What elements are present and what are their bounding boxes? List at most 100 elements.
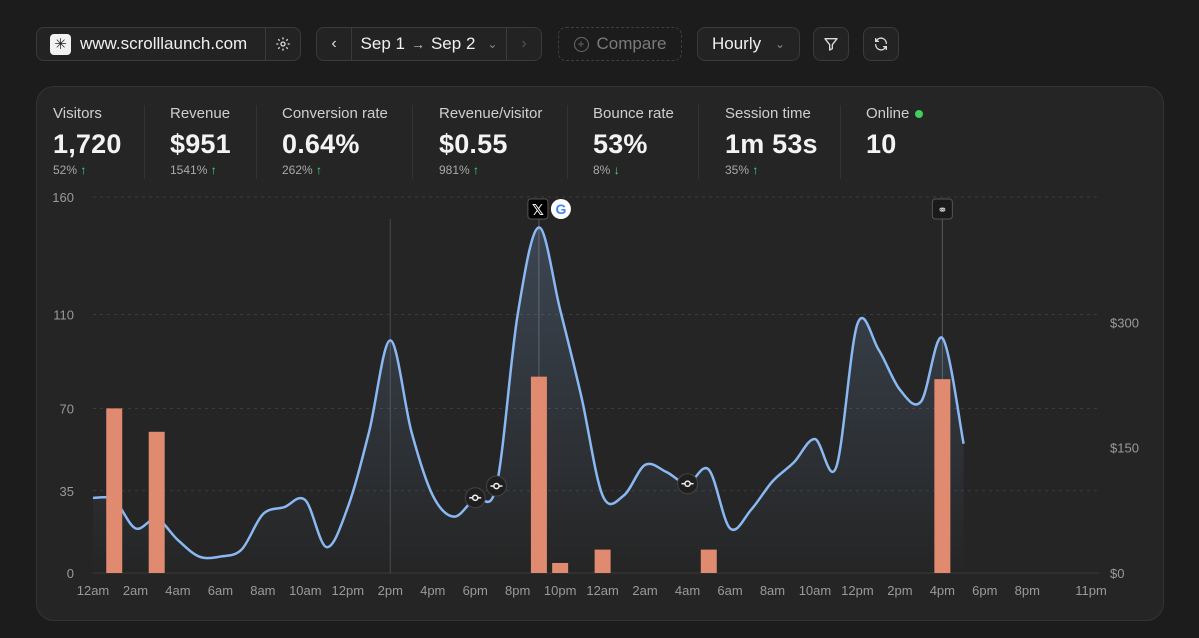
x-axis-tick: 8am (250, 583, 275, 598)
site-selector[interactable]: ✳ www.scrolllaunch.com (36, 27, 301, 61)
metric-revenue[interactable]: Revenue $951 1541% ↑ (170, 105, 231, 177)
metric-value: 10 (866, 129, 897, 159)
toolbar: ✳ www.scrolllaunch.com ‹ Sep 1 → Sep 2 ⌄… (0, 0, 1199, 90)
plus-circle-icon: + (573, 36, 589, 52)
revenue-bar (552, 562, 569, 573)
revenue-bar (594, 549, 611, 573)
metric-value: 0.64% (282, 129, 360, 159)
date-arrow: → (410, 36, 425, 52)
y-axis-left-tick: 35 (60, 484, 74, 499)
google-logo-glyph: G (555, 201, 566, 217)
revenue-bar (934, 379, 951, 573)
link-icon-glyph: ⚭ (937, 203, 947, 217)
date-range-dropdown[interactable]: Sep 1 → Sep 2 ⌄ (352, 34, 506, 54)
y-axis-left-tick: 0 (67, 566, 74, 581)
divider (144, 105, 145, 179)
interval-dropdown[interactable]: Hourly ⌄ (697, 27, 800, 61)
metric-online[interactable]: Online 10 (866, 105, 924, 160)
revenue-bar (530, 376, 547, 573)
metric-value: 1,720 (53, 129, 122, 159)
change-value: 981% (439, 163, 470, 177)
divider (256, 105, 257, 179)
commit-icon-dot (684, 480, 691, 488)
metric-label: Visitors (53, 105, 102, 122)
metric-visitors[interactable]: Visitors 1,720 52% ↑ (53, 105, 122, 177)
arrow-up-icon: ↑ (752, 163, 759, 177)
x-axis-tick: 6pm (972, 583, 997, 598)
x-axis-tick: 8am (760, 583, 785, 598)
y-axis-left-tick: 110 (53, 308, 74, 323)
y-axis-right-tick: $300 (1110, 315, 1139, 330)
chevron-down-icon: ⌄ (774, 37, 785, 51)
divider (698, 105, 699, 179)
metric-change: 1541% ↑ (170, 163, 231, 177)
divider (567, 105, 568, 179)
x-axis-tick: 2am (123, 583, 148, 598)
x-axis-tick: 4pm (420, 583, 445, 598)
revenue-bar (148, 431, 165, 573)
metric-label: Session time (725, 105, 811, 122)
x-axis-tick: 8pm (1015, 583, 1040, 598)
arrow-up-icon: ↑ (316, 163, 323, 177)
x-logo-icon (527, 198, 549, 220)
x-logo-glyph: 𝕏 (532, 202, 544, 219)
arrow-up-icon: ↑ (210, 163, 217, 177)
change-value: 8% (593, 163, 611, 177)
online-status-icon (915, 109, 924, 118)
metric-label: Revenue/visitor (439, 105, 543, 122)
metric-label: Bounce rate (593, 105, 674, 122)
filter-icon (824, 38, 838, 51)
divider (412, 105, 413, 179)
date-end: Sep 2 (430, 34, 476, 53)
analytics-card: Visitors 1,720 52% ↑ Revenue $951 1541% … (36, 86, 1164, 621)
link-icon (931, 198, 953, 220)
metric-change: 981% ↑ (439, 163, 542, 177)
revenue-bar (106, 408, 123, 573)
y-axis-left-tick: 70 (60, 402, 74, 417)
change-value: 35% (725, 163, 750, 177)
revenue-bar (700, 549, 717, 573)
metric-change: 52% ↑ (53, 163, 122, 177)
visitors-revenue-chart[interactable]: 0 35 70 110 160 $0 $150 $300 12am 2am 4am 6am 8am 10a… (37, 190, 1165, 622)
previous-period-button[interactable]: ‹ (317, 27, 352, 61)
next-period-button[interactable]: › (506, 27, 541, 61)
x-axis-tick: 6am (208, 583, 233, 598)
metric-bounce-rate[interactable]: Bounce rate 53% 8% ↓ (593, 105, 674, 177)
metric-value: $951 (170, 129, 231, 159)
x-axis-tick: 10am (289, 583, 322, 598)
x-axis-tick: 2pm (378, 583, 403, 598)
x-axis-tick: 6pm (463, 583, 488, 598)
google-logo-icon (550, 199, 571, 219)
arrow-up-icon: ↑ (80, 163, 87, 177)
chevron-down-icon: ⌄ (487, 37, 498, 51)
chevron-right-icon: › (521, 35, 527, 52)
refresh-button[interactable] (863, 27, 899, 61)
metric-session-time[interactable]: Session time 1m 53s 35% ↑ (725, 105, 818, 177)
arrow-up-icon: ↑ (473, 163, 480, 177)
x-axis-tick: 12pm (332, 583, 365, 598)
metric-label: Conversion rate (282, 105, 388, 122)
site-name: www.scrolllaunch.com (80, 34, 248, 53)
metric-change: 262% ↑ (282, 163, 388, 177)
filter-button[interactable] (813, 27, 849, 61)
y-axis-left-tick: 160 (52, 190, 74, 205)
x-axis-tick: 12am (586, 583, 619, 598)
x-axis-tick: 12am (77, 583, 110, 598)
metric-change: 35% ↑ (725, 163, 818, 177)
site-settings-button[interactable] (265, 27, 300, 61)
x-axis-tick: 6am (717, 583, 742, 598)
visitors-area (93, 227, 964, 574)
date-start: Sep 1 (360, 34, 405, 53)
x-axis-tick: 12pm (841, 583, 874, 598)
y-axis-right-tick: $0 (1110, 566, 1124, 581)
metric-label: Revenue (170, 105, 231, 122)
date-range-selector: ‹ Sep 1 → Sep 2 ⌄ › (316, 27, 542, 61)
compare-button[interactable]: + Compare (558, 27, 682, 61)
metric-revenue-per-visitor[interactable]: Revenue/visitor $0.55 981% ↑ (439, 105, 542, 177)
metric-label: Online (866, 105, 924, 122)
metric-conversion-rate[interactable]: Conversion rate 0.64% 262% ↑ (282, 105, 388, 177)
refresh-icon (875, 37, 887, 51)
x-axis-tick: 4am (165, 583, 190, 598)
change-value: 52% (53, 163, 78, 177)
x-axis-tick: 11pm (1075, 583, 1107, 598)
